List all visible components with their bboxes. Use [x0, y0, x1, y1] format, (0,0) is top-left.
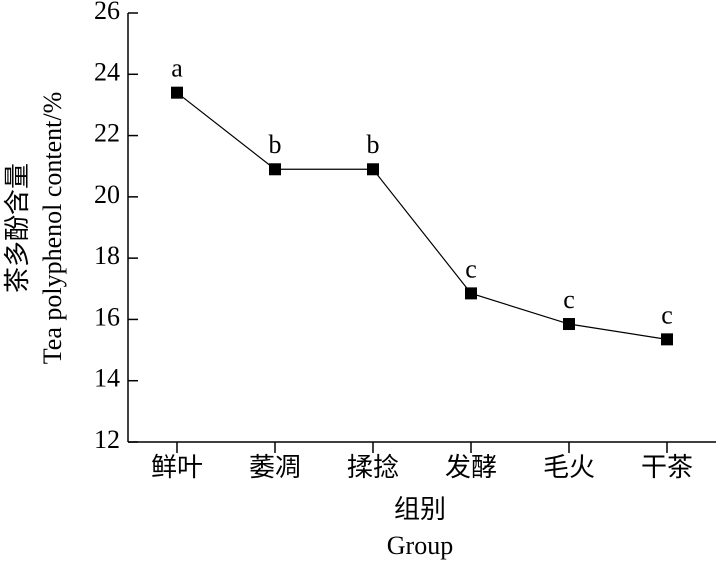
marker	[465, 287, 477, 300]
y-tick-label: 18	[94, 241, 120, 270]
x-axis-title: Group	[387, 531, 453, 560]
y-axis-title-en-group: Tea polyphenol content/%	[38, 92, 67, 365]
y-axis-title-cn-group: 茶多酚含量	[3, 163, 32, 293]
point-label: c	[465, 254, 477, 283]
y-axis-title: 茶多酚含量	[3, 163, 32, 293]
x-tick-label: 鲜叶	[151, 453, 203, 482]
point-label: b	[269, 130, 282, 159]
y-tick-label: 20	[94, 180, 120, 209]
y-tick-label: 22	[94, 119, 120, 148]
point-label: c	[661, 300, 673, 329]
y-tick-label: 14	[94, 364, 120, 393]
marker	[171, 86, 183, 99]
x-tick-label: 萎凋	[249, 453, 301, 482]
y-tick-label: 16	[94, 302, 120, 331]
line	[176, 92, 668, 340]
y-tick-label: 12	[94, 425, 120, 454]
point-label: b	[367, 130, 380, 159]
y-tick-label: 24	[94, 57, 120, 86]
marker	[661, 333, 673, 346]
marker	[563, 318, 575, 331]
marker	[367, 163, 379, 176]
y-tick-label: 26	[94, 0, 120, 25]
x-tick-label: 发酵	[445, 453, 497, 482]
x-axis-title: 组别	[394, 495, 446, 524]
x-tick-label: 揉捻	[347, 453, 399, 482]
y-axis-title: Tea polyphenol content/%	[38, 92, 67, 365]
point-label: a	[171, 54, 183, 83]
x-tick-label: 毛火	[543, 453, 595, 482]
point-label: c	[563, 285, 575, 314]
marker	[269, 163, 281, 176]
x-tick-label: 干茶	[641, 453, 693, 482]
